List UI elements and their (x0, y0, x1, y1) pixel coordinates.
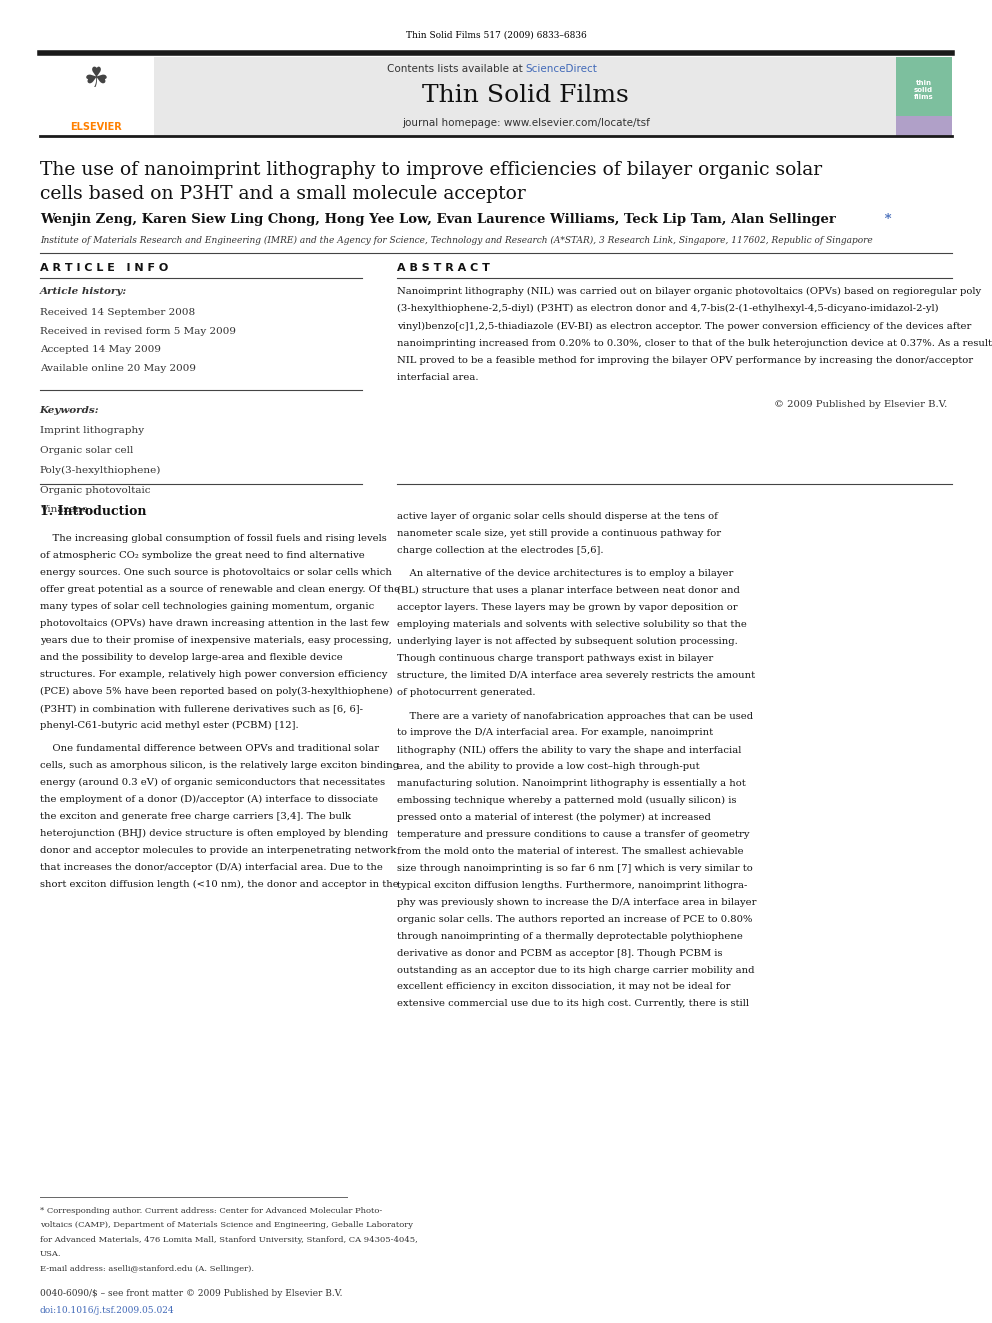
Text: derivative as donor and PCBM as acceptor [8]. Though PCBM is: derivative as donor and PCBM as acceptor… (397, 949, 722, 958)
Text: energy (around 0.3 eV) of organic semiconductors that necessitates: energy (around 0.3 eV) of organic semico… (40, 778, 385, 787)
Text: for Advanced Materials, 476 Lomita Mall, Stanford University, Stanford, CA 94305: for Advanced Materials, 476 Lomita Mall,… (40, 1236, 418, 1244)
Text: Contents lists available at: Contents lists available at (387, 64, 526, 74)
Text: Poly(3-hexylthiophene): Poly(3-hexylthiophene) (40, 466, 161, 475)
Text: structure, the limited D/A interface area severely restricts the amount: structure, the limited D/A interface are… (397, 671, 755, 680)
Text: active layer of organic solar cells should disperse at the tens of: active layer of organic solar cells shou… (397, 512, 717, 521)
Text: Thin Solid Films 517 (2009) 6833–6836: Thin Solid Films 517 (2009) 6833–6836 (406, 30, 586, 40)
Text: A B S T R A C T: A B S T R A C T (397, 263, 490, 274)
Text: extensive commercial use due to its high cost. Currently, there is still: extensive commercial use due to its high… (397, 999, 749, 1008)
Text: phy was previously shown to increase the D/A interface area in bilayer: phy was previously shown to increase the… (397, 898, 756, 906)
Text: E-mail address: aselli@stanford.edu (A. Sellinger).: E-mail address: aselli@stanford.edu (A. … (40, 1265, 254, 1273)
FancyBboxPatch shape (154, 57, 896, 136)
Text: to improve the D/A interfacial area. For example, nanoimprint: to improve the D/A interfacial area. For… (397, 729, 713, 737)
Text: (3-hexylthiophene-2,5-diyl) (P3HT) as electron donor and 4,7-bis(2-(1-ethylhexyl: (3-hexylthiophene-2,5-diyl) (P3HT) as el… (397, 304, 938, 314)
Text: Imprint lithography: Imprint lithography (40, 426, 144, 435)
Text: the exciton and generate free charge carriers [3,4]. The bulk: the exciton and generate free charge car… (40, 812, 351, 822)
Text: acceptor layers. These layers may be grown by vapor deposition or: acceptor layers. These layers may be gro… (397, 603, 737, 613)
Text: from the mold onto the material of interest. The smallest achievable: from the mold onto the material of inter… (397, 847, 743, 856)
Text: size through nanoimprinting is so far 6 nm [7] which is very similar to: size through nanoimprinting is so far 6 … (397, 864, 753, 873)
Text: short exciton diffusion length (<10 nm), the donor and acceptor in the: short exciton diffusion length (<10 nm),… (40, 880, 399, 889)
Text: structures. For example, relatively high power conversion efficiency: structures. For example, relatively high… (40, 669, 387, 679)
Text: of atmospheric CO₂ symbolize the great need to find alternative: of atmospheric CO₂ symbolize the great n… (40, 552, 364, 561)
Text: employing materials and solvents with selective solubility so that the: employing materials and solvents with se… (397, 620, 747, 630)
Text: interfacial area.: interfacial area. (397, 373, 478, 382)
Text: Though continuous charge transport pathways exist in bilayer: Though continuous charge transport pathw… (397, 654, 713, 663)
Text: cells based on P3HT and a small molecule acceptor: cells based on P3HT and a small molecule… (40, 185, 526, 204)
Text: The increasing global consumption of fossil fuels and rising levels: The increasing global consumption of fos… (40, 534, 387, 544)
Text: many types of solar cell technologies gaining momentum, organic: many types of solar cell technologies ga… (40, 602, 374, 611)
Text: cells, such as amorphous silicon, is the relatively large exciton binding: cells, such as amorphous silicon, is the… (40, 761, 399, 770)
Text: pressed onto a material of interest (the polymer) at increased: pressed onto a material of interest (the… (397, 814, 710, 822)
Text: of photocurrent generated.: of photocurrent generated. (397, 688, 536, 697)
Text: embossing technique whereby a patterned mold (usually silicon) is: embossing technique whereby a patterned … (397, 796, 736, 806)
Text: lithography (NIL) offers the ability to vary the shape and interfacial: lithography (NIL) offers the ability to … (397, 745, 741, 754)
Text: doi:10.1016/j.tsf.2009.05.024: doi:10.1016/j.tsf.2009.05.024 (40, 1306, 175, 1315)
Text: thin
solid
films: thin solid films (914, 79, 933, 101)
Text: charge collection at the electrodes [5,6].: charge collection at the electrodes [5,6… (397, 546, 603, 554)
Text: (BL) structure that uses a planar interface between neat donor and: (BL) structure that uses a planar interf… (397, 586, 740, 595)
Text: underlying layer is not affected by subsequent solution processing.: underlying layer is not affected by subs… (397, 638, 737, 646)
Text: photovoltaics (OPVs) have drawn increasing attention in the last few: photovoltaics (OPVs) have drawn increasi… (40, 619, 389, 628)
Text: journal homepage: www.elsevier.com/locate/tsf: journal homepage: www.elsevier.com/locat… (402, 118, 650, 128)
Text: Article history:: Article history: (40, 287, 127, 296)
FancyBboxPatch shape (896, 116, 952, 136)
Text: A R T I C L E   I N F O: A R T I C L E I N F O (40, 263, 168, 274)
Text: the employment of a donor (D)/acceptor (A) interface to dissociate: the employment of a donor (D)/acceptor (… (40, 795, 378, 804)
Text: donor and acceptor molecules to provide an interpenetrating network: donor and acceptor molecules to provide … (40, 845, 396, 855)
Text: and the possibility to develop large-area and flexible device: and the possibility to develop large-are… (40, 654, 342, 662)
Text: typical exciton diffusion lengths. Furthermore, nanoimprint lithogra-: typical exciton diffusion lengths. Furth… (397, 881, 747, 890)
Text: (P3HT) in combination with fullerene derivatives such as [6, 6]-: (P3HT) in combination with fullerene der… (40, 704, 363, 713)
Text: offer great potential as a source of renewable and clean energy. Of the: offer great potential as a source of ren… (40, 585, 400, 594)
Text: © 2009 Published by Elsevier B.V.: © 2009 Published by Elsevier B.V. (774, 400, 947, 409)
Text: Available online 20 May 2009: Available online 20 May 2009 (40, 364, 195, 373)
Text: 1. Introduction: 1. Introduction (40, 505, 146, 519)
Text: Nanoimprint lithography (NIL) was carried out on bilayer organic photovoltaics (: Nanoimprint lithography (NIL) was carrie… (397, 287, 981, 296)
Text: An alternative of the device architectures is to employ a bilayer: An alternative of the device architectur… (397, 569, 733, 578)
Text: nanoimprinting increased from 0.20% to 0.30%, closer to that of the bulk heteroj: nanoimprinting increased from 0.20% to 0… (397, 339, 992, 348)
Text: USA.: USA. (40, 1250, 62, 1258)
Text: voltaics (CAMP), Department of Materials Science and Engineering, Geballe Labora: voltaics (CAMP), Department of Materials… (40, 1221, 413, 1229)
Text: outstanding as an acceptor due to its high charge carrier mobility and: outstanding as an acceptor due to its hi… (397, 966, 754, 975)
Text: (PCE) above 5% have been reported based on poly(3-hexylthiophene): (PCE) above 5% have been reported based … (40, 687, 393, 696)
Text: NIL proved to be a feasible method for improving the bilayer OPV performance by : NIL proved to be a feasible method for i… (397, 356, 973, 365)
Text: energy sources. One such source is photovoltaics or solar cells which: energy sources. One such source is photo… (40, 569, 392, 577)
FancyBboxPatch shape (40, 57, 152, 136)
Text: that increases the donor/acceptor (D/A) interfacial area. Due to the: that increases the donor/acceptor (D/A) … (40, 863, 383, 872)
Text: 0040-6090/$ – see front matter © 2009 Published by Elsevier B.V.: 0040-6090/$ – see front matter © 2009 Pu… (40, 1289, 342, 1298)
Text: Received 14 September 2008: Received 14 September 2008 (40, 308, 194, 318)
Text: area, and the ability to provide a low cost–high through-put: area, and the ability to provide a low c… (397, 762, 699, 771)
FancyBboxPatch shape (896, 57, 952, 116)
Text: ScienceDirect: ScienceDirect (526, 64, 597, 74)
Text: manufacturing solution. Nanoimprint lithography is essentially a hot: manufacturing solution. Nanoimprint lith… (397, 779, 746, 789)
Text: Organic photovoltaic: Organic photovoltaic (40, 486, 150, 495)
Text: through nanoimprinting of a thermally deprotectable polythiophene: through nanoimprinting of a thermally de… (397, 931, 743, 941)
Text: excellent efficiency in exciton dissociation, it may not be ideal for: excellent efficiency in exciton dissocia… (397, 983, 730, 991)
Text: * Corresponding author. Current address: Center for Advanced Molecular Photo-: * Corresponding author. Current address:… (40, 1207, 382, 1215)
Text: Thin Solid Films: Thin Solid Films (423, 83, 629, 107)
Text: One fundamental difference between OPVs and traditional solar: One fundamental difference between OPVs … (40, 745, 379, 753)
Text: Vinazene: Vinazene (40, 505, 87, 515)
Text: vinyl)benzo[c]1,2,5-thiadiazole (EV-BI) as electron acceptor. The power conversi: vinyl)benzo[c]1,2,5-thiadiazole (EV-BI) … (397, 321, 971, 331)
Text: years due to their promise of inexpensive materials, easy processing,: years due to their promise of inexpensiv… (40, 636, 392, 646)
Text: heterojunction (BHJ) device structure is often employed by blending: heterojunction (BHJ) device structure is… (40, 830, 388, 837)
Text: There are a variety of nanofabrication approaches that can be used: There are a variety of nanofabrication a… (397, 712, 753, 721)
Text: *: * (880, 213, 892, 226)
Text: Accepted 14 May 2009: Accepted 14 May 2009 (40, 345, 161, 355)
Text: Received in revised form 5 May 2009: Received in revised form 5 May 2009 (40, 327, 236, 336)
Text: temperature and pressure conditions to cause a transfer of geometry: temperature and pressure conditions to c… (397, 830, 749, 839)
Text: ☘: ☘ (83, 65, 109, 94)
Text: phenyl-C61-butyric acid methyl ester (PCBM) [12].: phenyl-C61-butyric acid methyl ester (PC… (40, 721, 299, 730)
Text: ELSEVIER: ELSEVIER (70, 122, 122, 132)
Text: Keywords:: Keywords: (40, 406, 99, 415)
Text: nanometer scale size, yet still provide a continuous pathway for: nanometer scale size, yet still provide … (397, 529, 721, 538)
Text: Institute of Materials Research and Engineering (IMRE) and the Agency for Scienc: Institute of Materials Research and Engi… (40, 235, 872, 245)
Text: organic solar cells. The authors reported an increase of PCE to 0.80%: organic solar cells. The authors reporte… (397, 914, 752, 923)
Text: Organic solar cell: Organic solar cell (40, 446, 133, 455)
Text: Wenjin Zeng, Karen Siew Ling Chong, Hong Yee Low, Evan Laurence Williams, Teck L: Wenjin Zeng, Karen Siew Ling Chong, Hong… (40, 213, 835, 226)
Text: The use of nanoimprint lithography to improve efficiencies of bilayer organic so: The use of nanoimprint lithography to im… (40, 161, 821, 180)
